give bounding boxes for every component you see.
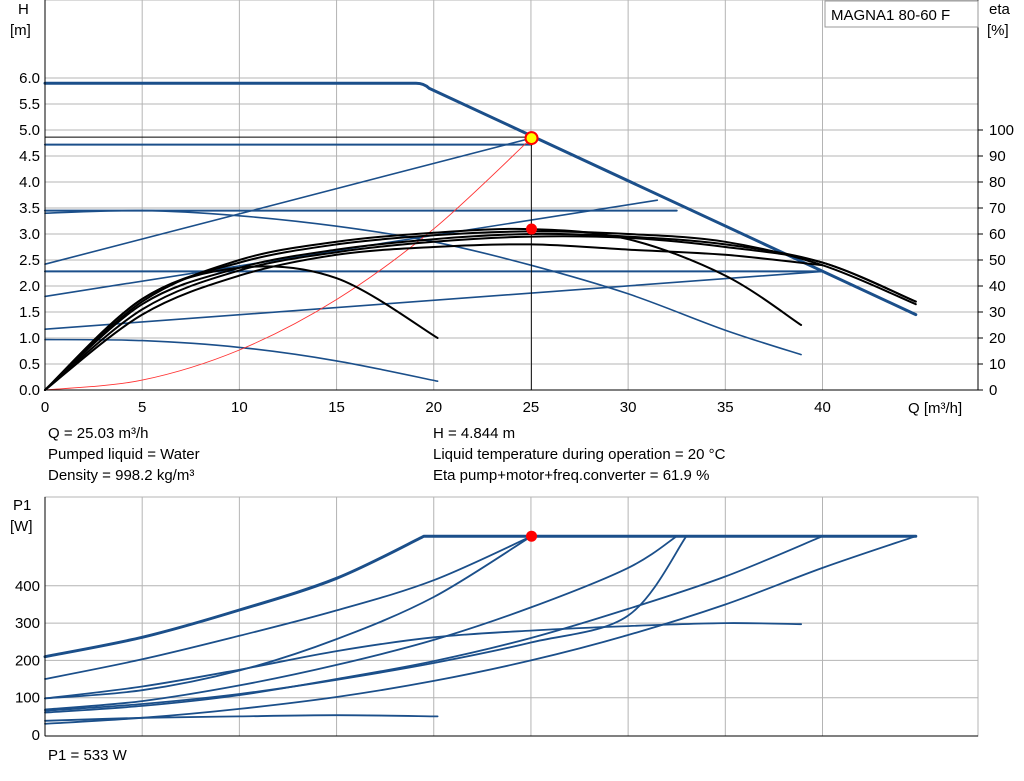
temperature-readout: Liquid temperature during operation = 20… xyxy=(433,446,726,463)
efficiency-curve xyxy=(44,243,824,391)
y-tick-label: 6.0 xyxy=(19,70,40,87)
x-tick-label: 10 xyxy=(231,399,248,416)
y-axis-label: H xyxy=(18,1,29,18)
power-axis-ticks: 0 100 200 300 400 xyxy=(15,497,978,744)
y2-tick-label: 0 xyxy=(989,382,997,399)
head-readout: H = 4.844 m xyxy=(433,425,516,442)
power-y-tick-label: 0 xyxy=(32,727,40,744)
y-tick-label: 4.0 xyxy=(19,174,40,191)
max-head-curve xyxy=(43,81,918,317)
power-readout: P1 = 533 W xyxy=(48,747,127,764)
power-curve xyxy=(44,535,533,700)
y2-tick-label: 100 xyxy=(989,122,1014,139)
y2-tick-label: 70 xyxy=(989,200,1006,217)
y-tick-label: 1.5 xyxy=(19,304,40,321)
head-plot-frame xyxy=(44,0,979,391)
efficiency-curves xyxy=(44,227,917,391)
y2-tick-label: 30 xyxy=(989,304,1006,321)
y2-tick-label: 10 xyxy=(989,356,1006,373)
power-y-tick-label: 400 xyxy=(15,578,40,595)
power-point-marker xyxy=(526,530,538,542)
power-curve xyxy=(43,534,918,659)
proportional-pressure-curve xyxy=(44,137,533,265)
chart-title: MAGNA1 80-60 F xyxy=(831,7,950,24)
system-curve xyxy=(44,137,532,391)
y2-tick-label: 60 xyxy=(989,226,1006,243)
power-y-tick-label: 200 xyxy=(15,652,40,669)
head-axis-ticks: 0 5 10 15 20 25 30 35 40 0.0 0.5 1.0 1.5 2.0 2.5 3.0 3.5… xyxy=(19,0,1014,416)
power-curve xyxy=(44,622,802,700)
constant-curve xyxy=(44,338,439,382)
y-tick-label: 5.0 xyxy=(19,122,40,139)
y-tick-label: 3.0 xyxy=(19,226,40,243)
y2-tick-label: 50 xyxy=(989,252,1006,269)
chart-title-box xyxy=(824,0,979,28)
power-y-axis-label: P1 xyxy=(13,497,31,514)
density-readout: Density = 998.2 kg/m³ xyxy=(48,467,195,484)
x-axis-label: Q [m³/h] xyxy=(908,400,962,417)
y2-axis-label: eta xyxy=(989,1,1011,18)
power-y-tick-label: 300 xyxy=(15,615,40,632)
y-tick-label: 2.5 xyxy=(19,252,40,269)
power-y-axis-unit: [W] xyxy=(10,518,33,535)
efficiency-readout: Eta pump+motor+freq.converter = 61.9 % xyxy=(433,467,710,484)
y2-tick-label: 20 xyxy=(989,330,1006,347)
x-tick-label: 15 xyxy=(328,399,345,416)
y-tick-label: 0.5 xyxy=(19,356,40,373)
x-tick-label: 20 xyxy=(425,399,442,416)
y-tick-label: 5.5 xyxy=(19,96,40,113)
y2-tick-label: 90 xyxy=(989,148,1006,165)
efficiency-curve xyxy=(44,227,803,391)
flow-readout: Q = 25.03 m³/h xyxy=(48,425,149,442)
pumped-liquid-readout: Pumped liquid = Water xyxy=(48,446,200,463)
power-curves xyxy=(43,534,918,725)
y-tick-label: 2.0 xyxy=(19,278,40,295)
power-curve xyxy=(44,535,824,714)
efficiency-curve xyxy=(44,265,439,391)
power-curve xyxy=(44,535,688,712)
y2-axis-unit: [%] xyxy=(987,22,1009,39)
power-curve xyxy=(44,535,917,725)
duty-point-marker xyxy=(524,131,539,146)
y-tick-label: 0.0 xyxy=(19,382,40,399)
y-tick-label: 3.5 xyxy=(19,200,40,217)
constant-curve xyxy=(44,209,802,356)
power-curve xyxy=(44,535,678,711)
power-curve xyxy=(44,714,439,722)
power-curve xyxy=(44,535,533,680)
y-tick-label: 1.0 xyxy=(19,330,40,347)
x-tick-label: 35 xyxy=(717,399,734,416)
power-y-tick-label: 100 xyxy=(15,690,40,707)
efficiency-curve xyxy=(44,235,917,391)
duty-point-markers xyxy=(524,131,539,542)
y2-tick-label: 40 xyxy=(989,278,1006,295)
x-tick-label: 0 xyxy=(41,399,49,416)
head-grid xyxy=(44,0,979,391)
x-tick-label: 25 xyxy=(523,399,540,416)
y-tick-label: 4.5 xyxy=(19,148,40,165)
y2-tick-label: 80 xyxy=(989,174,1006,191)
proportional-pressure-curve xyxy=(44,270,824,330)
x-tick-label: 30 xyxy=(620,399,637,416)
x-tick-label: 5 xyxy=(138,399,146,416)
y-axis-unit: [m] xyxy=(10,22,31,39)
efficiency-point-marker xyxy=(526,223,538,235)
x-tick-label: 40 xyxy=(814,399,831,416)
